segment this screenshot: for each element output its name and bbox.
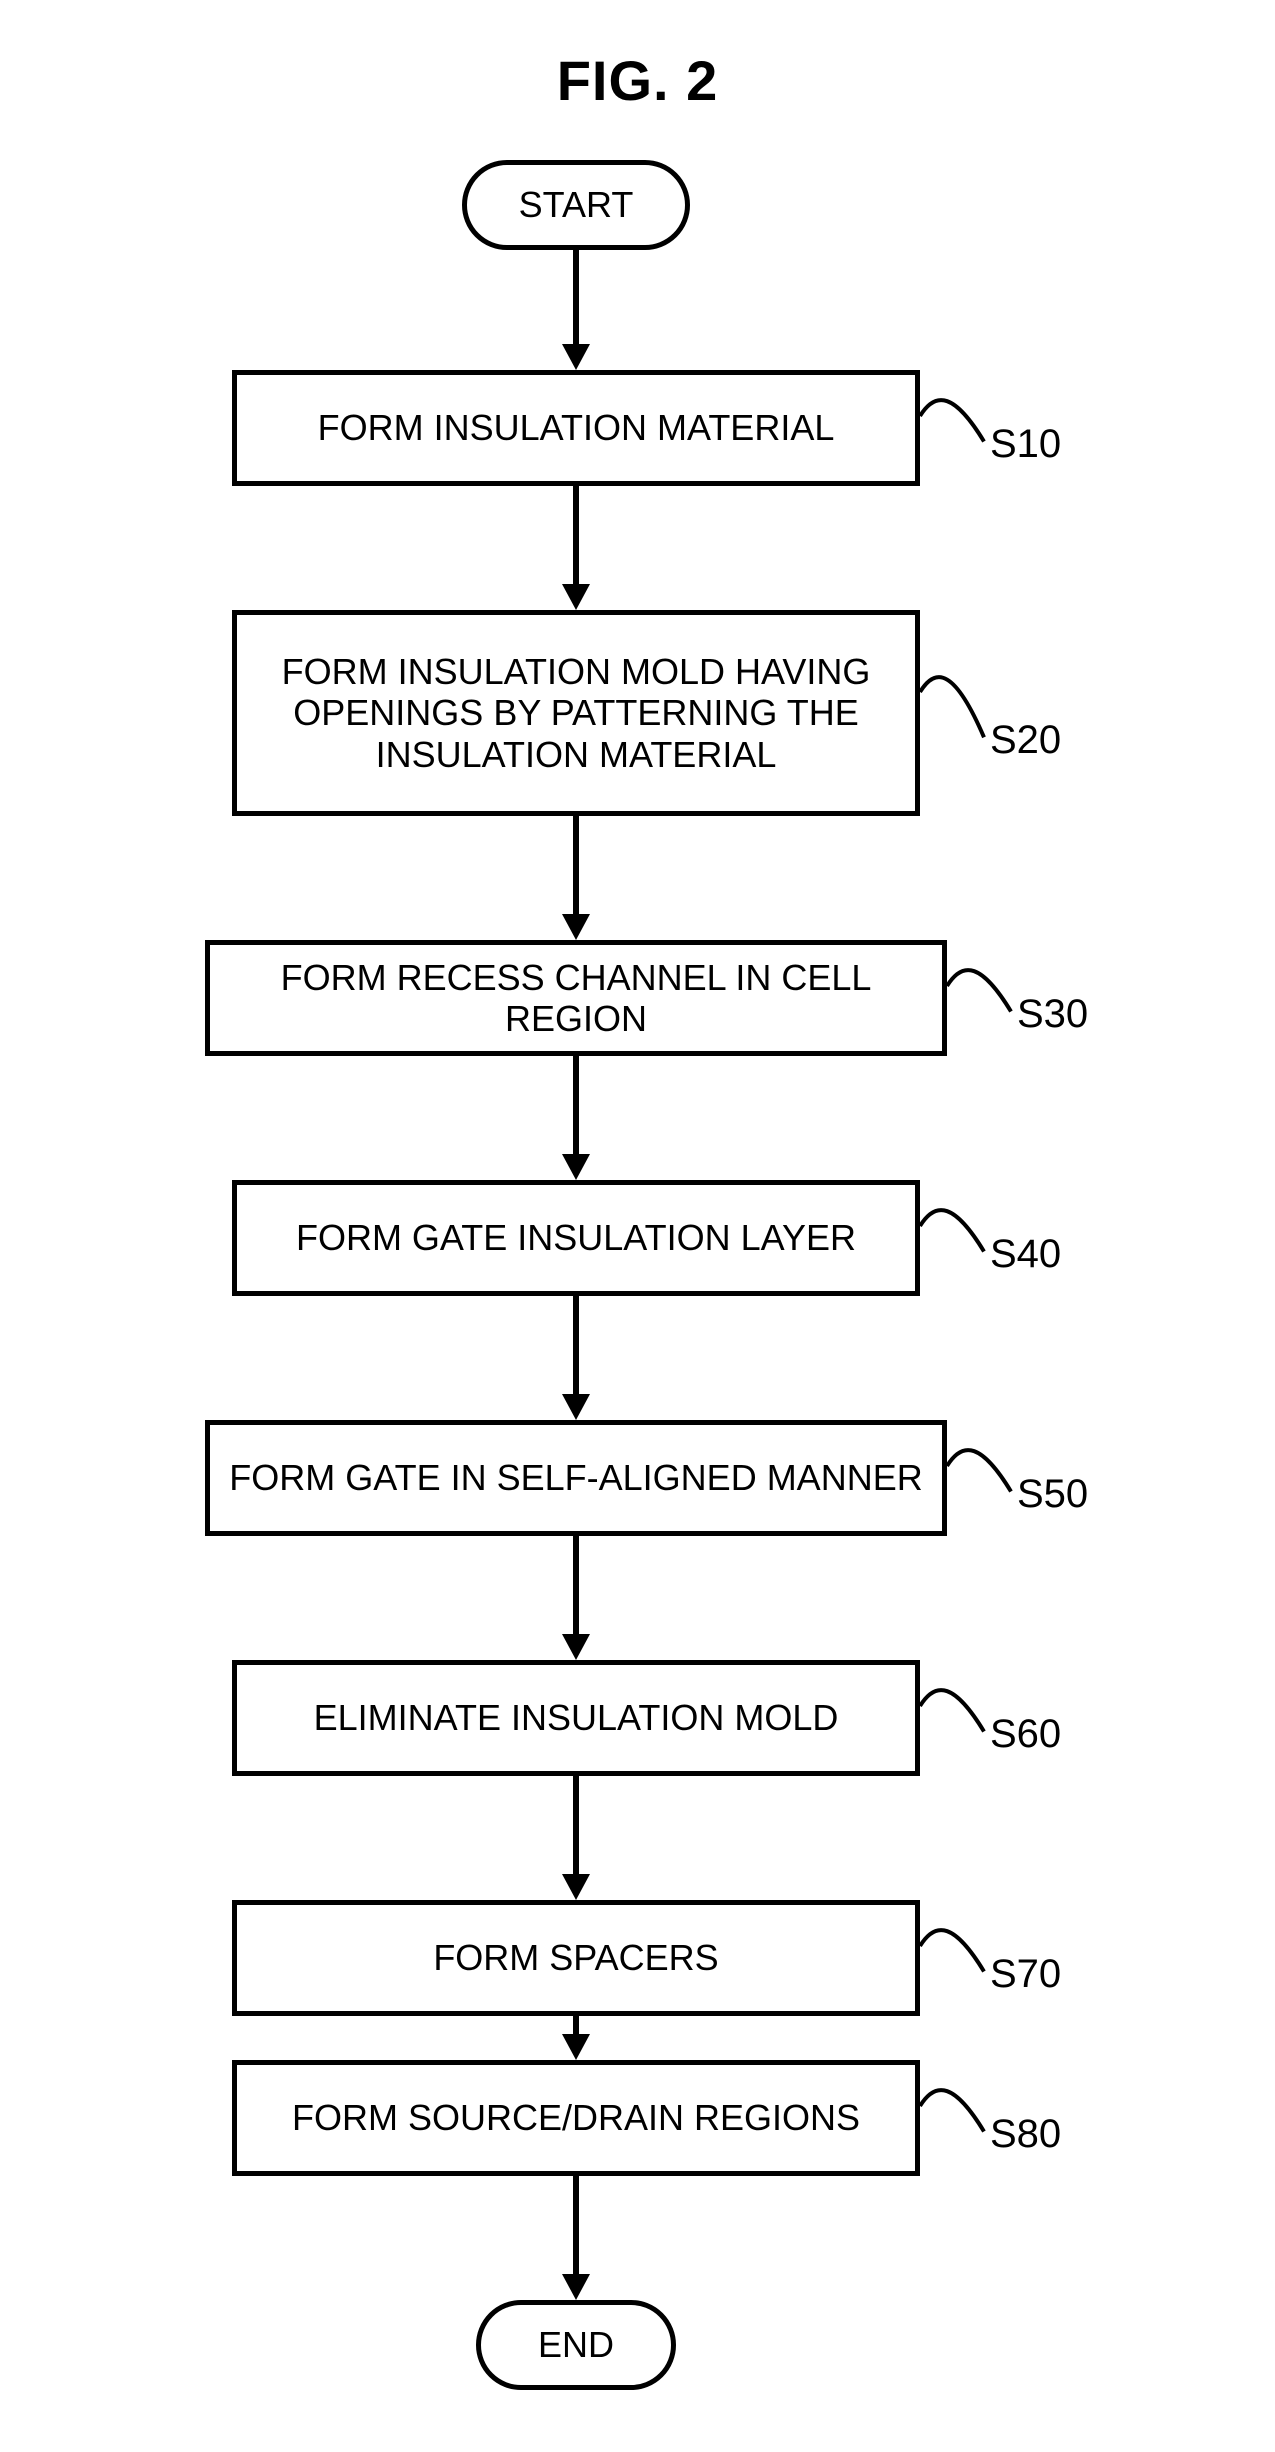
callout-line: [920, 1196, 984, 1282]
callout-line: [920, 1676, 984, 1762]
flow-arrow: [548, 1776, 604, 1900]
step-label-s20: S20: [990, 718, 1061, 763]
step-s20: FORM INSULATION MOLD HAVING OPENINGS BY …: [232, 610, 920, 816]
callout-line: [920, 2076, 984, 2162]
flow-arrow: [548, 816, 604, 940]
step-s10: FORM INSULATION MATERIAL: [232, 370, 920, 486]
step-label-s80: S80: [990, 2112, 1061, 2157]
step-label-s40: S40: [990, 1232, 1061, 1277]
step-s60: ELIMINATE INSULATION MOLD: [232, 1660, 920, 1776]
flowchart: START END FORM INSULATION MATERIAL S10 FORM …: [138, 150, 1138, 2410]
step-label-s50: S50: [1017, 1472, 1088, 1517]
callout-line: [920, 1916, 984, 2002]
flow-arrow: [548, 2176, 604, 2300]
step-s50: FORM GATE IN SELF-ALIGNED MANNER: [205, 1420, 947, 1536]
flow-arrow: [548, 1296, 604, 1420]
step-s70: FORM SPACERS: [232, 1900, 920, 2016]
callout-line: [947, 956, 1011, 1042]
callout-line: [920, 662, 984, 767]
page: FIG. 2 STARTENDFORM INSULATION MATERIALS…: [0, 0, 1275, 113]
step-label-s10: S10: [990, 422, 1061, 467]
step-s80: FORM SOURCE/DRAIN REGIONS: [232, 2060, 920, 2176]
step-label-s60: S60: [990, 1712, 1061, 1757]
end-terminator: END: [476, 2300, 676, 2390]
step-label-s30: S30: [1017, 992, 1088, 1037]
callout-line: [947, 1436, 1011, 1522]
step-s30: FORM RECESS CHANNEL IN CELL REGION: [205, 940, 947, 1056]
step-s40: FORM GATE INSULATION LAYER: [232, 1180, 920, 1296]
flow-arrow: [548, 486, 604, 610]
step-label-s70: S70: [990, 1952, 1061, 1997]
start-terminator: START: [462, 160, 690, 250]
flow-arrow: [548, 2016, 604, 2060]
flow-arrow: [548, 1056, 604, 1180]
figure-title: FIG. 2: [0, 0, 1275, 113]
flow-arrow: [548, 1536, 604, 1660]
callout-line: [920, 386, 984, 472]
flow-arrow: [548, 250, 604, 370]
